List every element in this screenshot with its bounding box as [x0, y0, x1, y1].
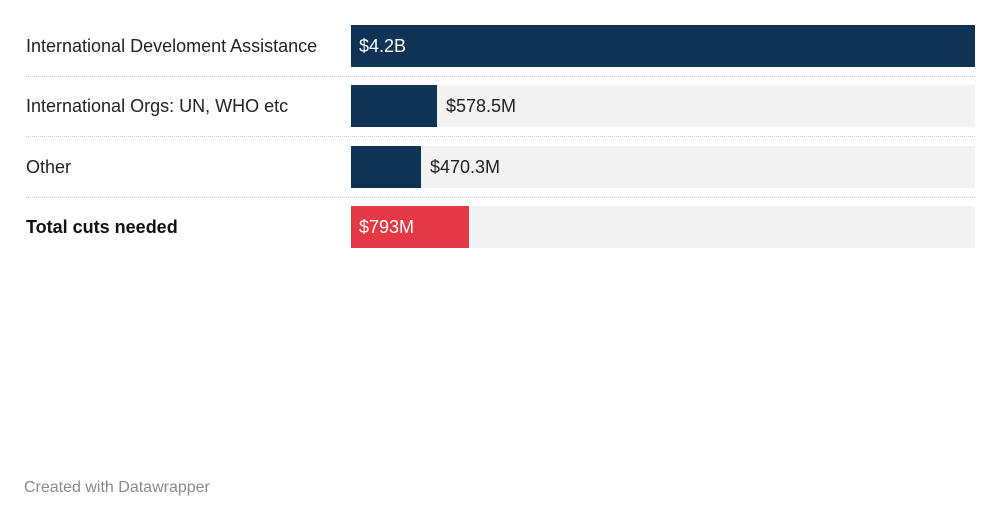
- bar-chart: International Develoment Assistance $4.2B…: [26, 25, 975, 248]
- value-label: $4.2B: [359, 36, 407, 56]
- value-label: $470.3M: [430, 156, 501, 177]
- bar-track: [351, 85, 975, 128]
- credit-footer: Created with Datawrapper: [24, 479, 210, 496]
- row-separator: [26, 136, 975, 138]
- value-label: $793M: [359, 216, 415, 237]
- row-separator: [26, 76, 975, 77]
- category-label: International Develoment Assistance: [26, 36, 318, 56]
- bar: [351, 25, 975, 67]
- value-label: $578.5M: [446, 96, 517, 117]
- bar-track: [351, 145, 975, 188]
- category-label: International Orgs: UN, WHO etc: [26, 96, 289, 117]
- category-label: Other: [26, 156, 72, 177]
- bar: [351, 85, 437, 128]
- row-separator: [26, 196, 975, 198]
- bar: [351, 205, 469, 248]
- bar: [351, 145, 421, 188]
- category-label: Total cuts needed: [26, 216, 178, 237]
